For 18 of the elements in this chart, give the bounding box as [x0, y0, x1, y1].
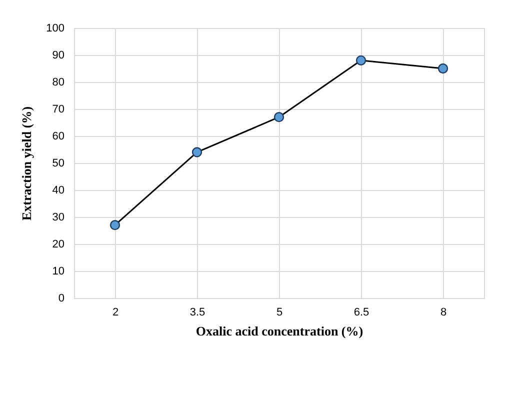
- y-tick-label: 30: [52, 212, 64, 224]
- y-tick-label: 40: [52, 184, 64, 196]
- x-tick-label: 8: [440, 306, 447, 318]
- y-tick-label: 70: [52, 104, 64, 116]
- x-tick-label: 6.5: [354, 306, 370, 318]
- y-tick-label: 80: [52, 76, 64, 88]
- x-tick-label: 3.5: [190, 306, 206, 318]
- y-axis-title: Extraction yield (%): [19, 106, 34, 221]
- y-tick-label: 50: [52, 158, 64, 170]
- y-tick-label: 90: [52, 50, 64, 62]
- x-tick-label: 5: [276, 306, 283, 318]
- x-axis-title: Oxalic acid concentration (%): [196, 324, 364, 338]
- x-tick-label: 2: [112, 306, 119, 318]
- y-tick-label: 20: [52, 238, 64, 250]
- y-tick-label: 60: [52, 130, 64, 142]
- y-tick-label: 100: [46, 22, 64, 34]
- y-tick-label: 0: [58, 292, 64, 304]
- y-tick-label: 10: [52, 266, 64, 278]
